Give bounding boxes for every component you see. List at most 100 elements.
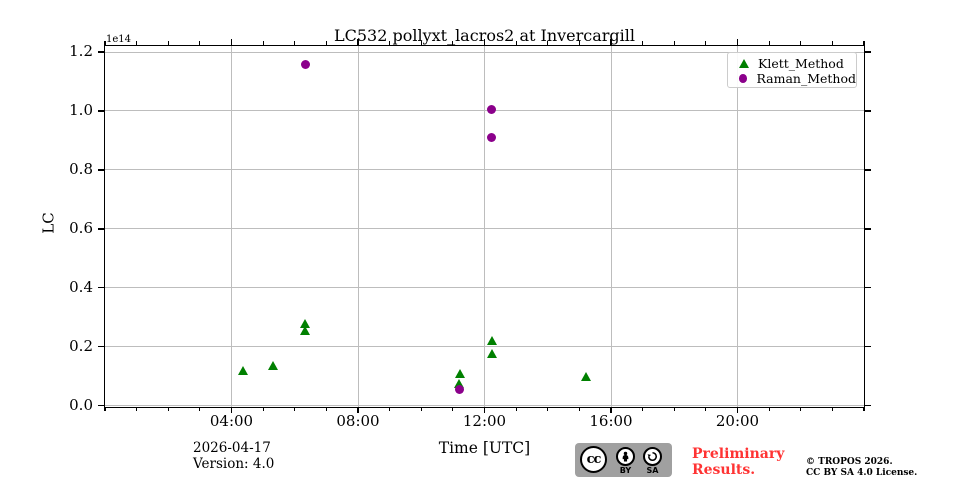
x-tick-bottom: [642, 407, 644, 411]
y-tick-label: 0.6: [69, 218, 93, 237]
x-tick-bottom: [294, 407, 296, 411]
y-tick-left: [97, 286, 104, 289]
y-tick-right: [864, 169, 871, 171]
data-point: [454, 369, 465, 379]
x-tick-top: [357, 38, 359, 45]
x-tick-bottom: [515, 407, 517, 411]
x-tick-top: [389, 41, 391, 45]
x-tick-bottom: [262, 407, 264, 411]
x-tick-top: [642, 41, 644, 45]
y-tick-label: 0.0: [69, 395, 93, 414]
y-tick-left: [97, 345, 104, 348]
cc-icon: cc: [580, 446, 607, 473]
chart-title: LC532 pollyxt_lacros2 at Invercargill: [333, 26, 636, 45]
y-tick-right: [864, 404, 871, 407]
gridline-vertical: [484, 46, 485, 407]
legend: Klett_Method Raman_Method: [727, 52, 857, 88]
x-tick-bottom: [800, 407, 802, 411]
x-tick-top: [736, 38, 739, 45]
gridline-vertical: [231, 46, 232, 407]
x-tick-top: [325, 41, 327, 45]
sa-label: SA: [646, 466, 659, 475]
x-tick-top: [136, 41, 138, 45]
x-tick-top: [262, 41, 264, 45]
x-tick-label: 04:00: [209, 412, 254, 430]
x-tick-label: 12:00: [462, 412, 507, 430]
date-version-block: 2026-04-17 Version: 4.0: [193, 440, 275, 472]
x-axis-label: Time [UTC]: [438, 439, 531, 457]
x-tick-label: 16:00: [589, 412, 633, 430]
x-tick-top: [831, 41, 833, 45]
data-point: [299, 319, 310, 329]
data-point: [486, 132, 496, 142]
by-label: BY: [619, 466, 632, 475]
y-tick-left: [97, 51, 104, 53]
gridline-vertical: [610, 46, 612, 407]
x-tick-bottom: [167, 407, 169, 411]
y-tick-left: [97, 110, 104, 112]
data-point: [454, 378, 465, 388]
y-tick-label: 1.2: [69, 42, 93, 60]
x-tick-bottom: [831, 407, 833, 411]
x-tick-bottom: [578, 407, 580, 411]
x-tick-top: [167, 41, 169, 45]
counterclockwise-arrow-icon: [647, 451, 657, 461]
data-point: [486, 348, 497, 358]
x-tick-bottom: [357, 407, 359, 413]
y-tick-label: 0.4: [69, 277, 93, 296]
y-tick-label: 0.8: [69, 159, 93, 178]
data-point: [299, 325, 310, 335]
x-tick-top: [230, 38, 233, 45]
cc-license-badge: cc BY SA: [575, 443, 672, 477]
preliminary-line1: Preliminary: [692, 446, 785, 462]
y-tick-label: 0.2: [69, 336, 93, 355]
gridline-horizontal: [105, 169, 864, 171]
y-tick-left: [97, 169, 104, 171]
gridline-horizontal: [105, 228, 864, 230]
x-tick-bottom: [104, 407, 106, 411]
legend-item-raman: Raman_Method: [728, 71, 856, 86]
by-person-icon: [616, 447, 635, 466]
gridline-horizontal: [105, 405, 864, 406]
gridline-horizontal: [105, 287, 864, 289]
version-text: Version: 4.0: [193, 455, 275, 472]
gridline-vertical: [737, 46, 738, 407]
y-tick-right: [864, 286, 871, 289]
x-tick-label: 08:00: [336, 412, 380, 430]
x-tick-top: [104, 41, 106, 45]
preliminary-line2: Results.: [692, 462, 756, 478]
x-tick-top: [610, 38, 612, 45]
sa-arrow-icon: [643, 447, 662, 466]
x-tick-bottom: [768, 407, 770, 411]
data-point: [487, 104, 497, 114]
x-tick-bottom: [610, 407, 612, 413]
x-tick-top: [547, 41, 549, 45]
data-point: [237, 365, 248, 375]
x-tick-bottom: [389, 407, 391, 411]
x-tick-top: [515, 41, 517, 45]
gridline-vertical: [357, 46, 359, 407]
x-tick-bottom: [705, 407, 707, 411]
x-tick-bottom: [325, 407, 327, 411]
x-tick-top: [800, 41, 802, 45]
data-point: [581, 372, 592, 382]
person-icon: [622, 451, 629, 462]
date-text: 2026-04-17: [193, 440, 271, 456]
x-tick-bottom: [736, 407, 739, 413]
x-tick-top: [578, 41, 580, 45]
y-tick-right: [864, 227, 871, 230]
x-tick-bottom: [673, 407, 675, 411]
gridline-horizontal: [105, 51, 864, 53]
x-tick-bottom: [547, 407, 549, 411]
x-tick-bottom: [420, 407, 422, 411]
cc-icon-text: cc: [586, 452, 602, 467]
data-point: [267, 360, 278, 370]
gridline-horizontal: [105, 110, 864, 112]
data-point: [486, 336, 497, 346]
x-tick-top: [483, 38, 486, 45]
y-tick-left: [97, 404, 104, 407]
x-tick-top: [673, 41, 675, 45]
x-tick-top: [863, 41, 865, 45]
